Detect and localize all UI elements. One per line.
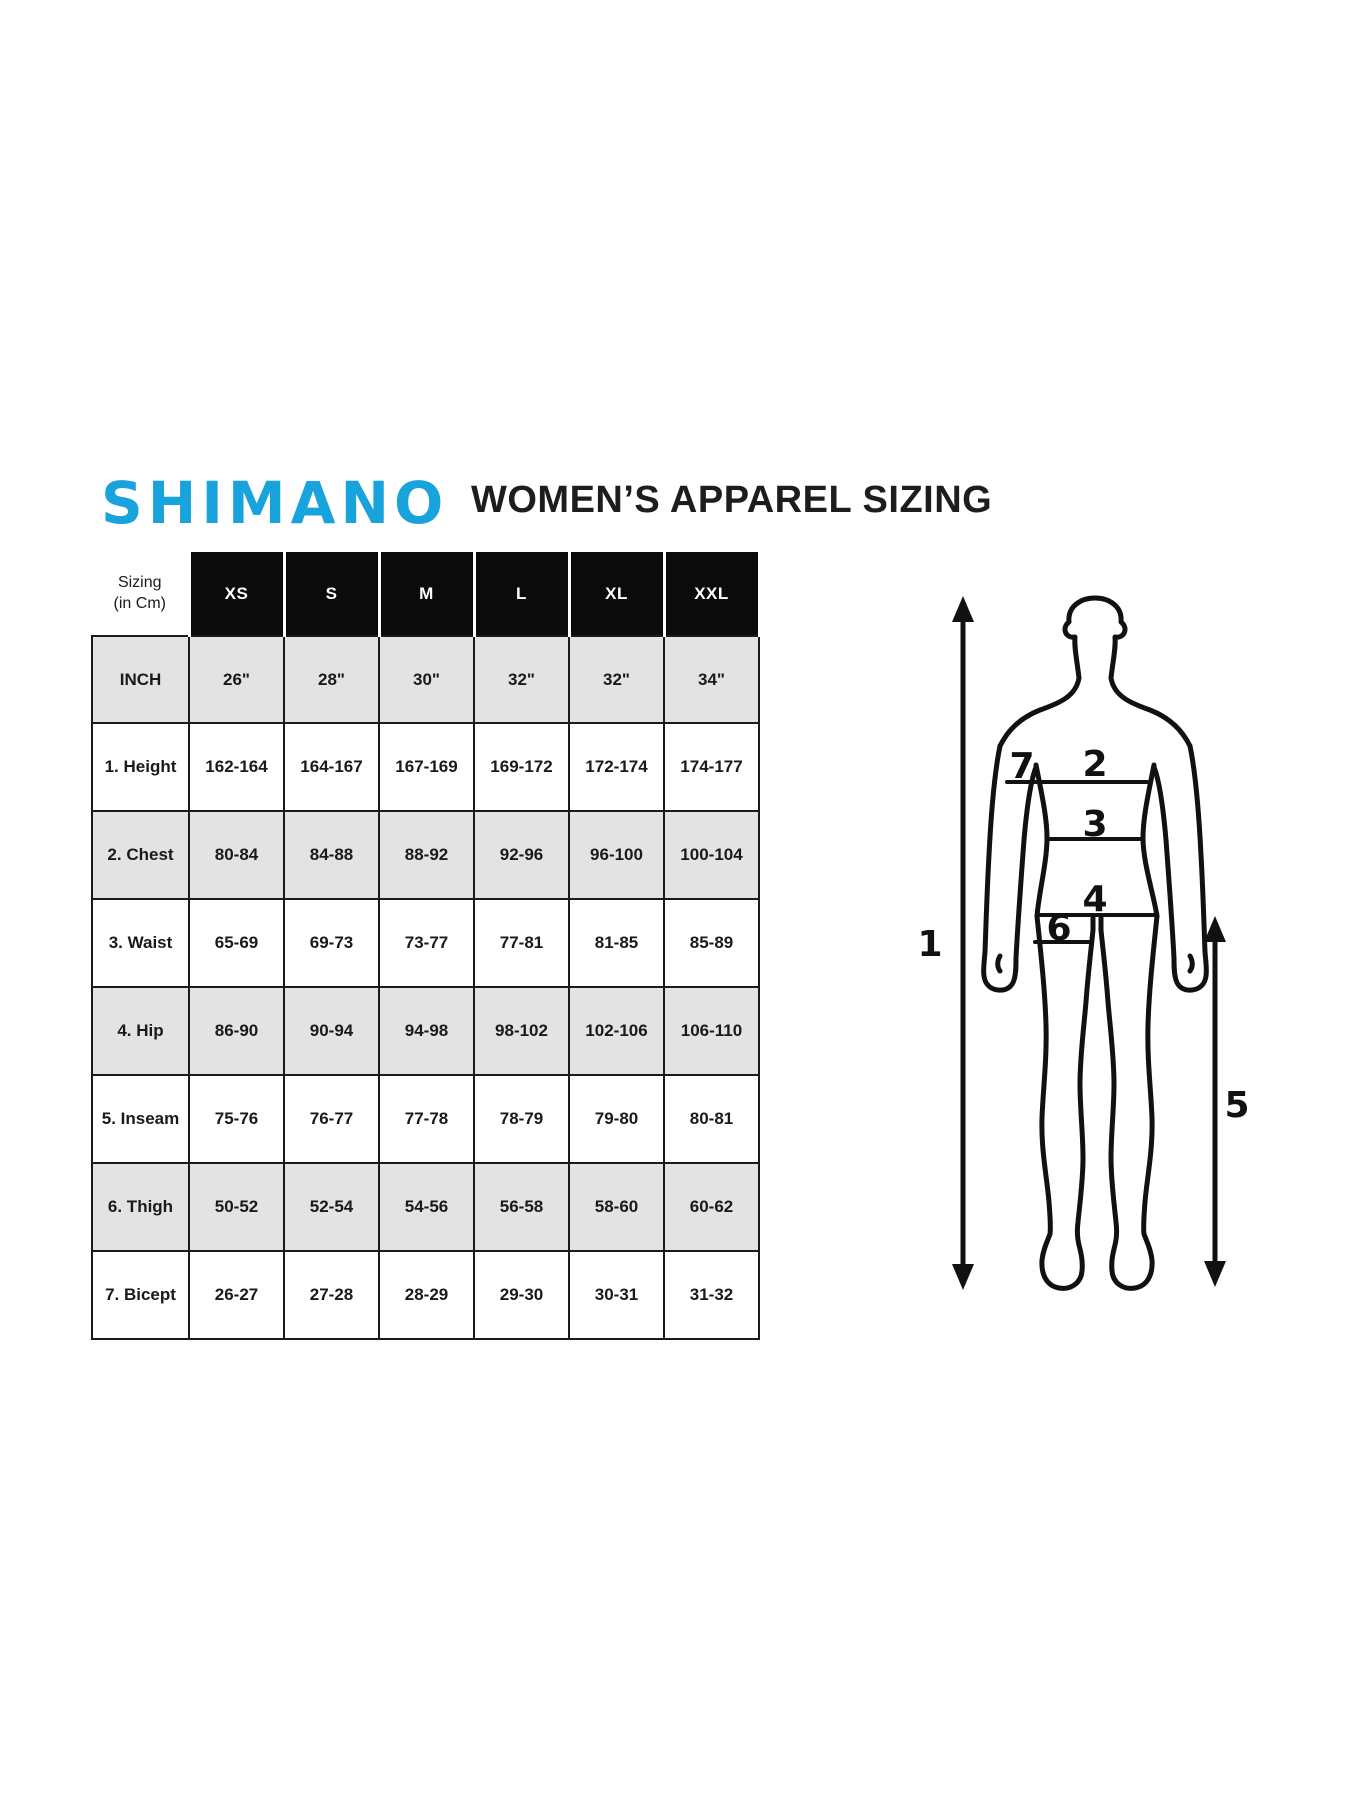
row-label: 4. Hip [91,986,190,1076]
size-value-cell: 29-30 [473,1250,570,1340]
size-value-cell: 162-164 [188,722,285,812]
size-value-cell: 94-98 [378,986,475,1076]
height-arrow [952,596,974,1290]
size-value-cell: 88-92 [378,810,475,900]
size-value-cell: 65-69 [188,898,285,988]
size-value-cell: 77-78 [378,1074,475,1164]
table-row-inch: INCH 26" 28" 30" 32" 32" 34" [91,635,760,724]
size-value-cell: 85-89 [663,898,760,988]
size-value-cell: 31-32 [663,1250,760,1340]
corner-label-line2: (in Cm) [113,594,166,612]
table-row-hip: 4. Hip 86-90 90-94 94-98 98-102 102-106 … [91,986,760,1076]
size-value-cell: 81-85 [568,898,665,988]
row-label: INCH [91,635,190,724]
size-value-cell: 76-77 [283,1074,380,1164]
corner-label: Sizing (in Cm) [92,552,189,636]
size-value-cell: 172-174 [568,722,665,812]
size-value-cell: 56-58 [473,1162,570,1252]
size-value-cell: 164-167 [283,722,380,812]
size-header-m: M [377,552,476,636]
size-value-cell: 106-110 [663,986,760,1076]
measure-label-waist: 3 [1082,804,1107,845]
table-row-chest: 2. Chest 80-84 84-88 88-92 92-96 96-100 … [91,810,760,900]
arrow-down-icon [952,1264,974,1290]
size-value-cell: 30-31 [568,1250,665,1340]
size-value-cell: 174-177 [663,722,760,812]
size-value-cell: 28-29 [378,1250,475,1340]
size-value-cell: 77-81 [473,898,570,988]
measure-label-inseam: 5 [1224,1085,1249,1126]
arrow-up-icon [952,596,974,622]
size-value-cell: 100-104 [663,810,760,900]
table-row-thigh: 6. Thigh 50-52 52-54 54-56 56-58 58-60 6… [91,1162,760,1252]
measure-label-bicep: 7 [1009,746,1034,787]
size-value-cell: 69-73 [283,898,380,988]
size-table: Sizing (in Cm) XS S M L XL XXL INCH 26" … [91,552,761,1340]
size-value-cell: 60-62 [663,1162,760,1252]
measure-label-height: 1 [917,924,942,965]
measure-lines [1005,780,1159,944]
table-row-waist: 3. Waist 65-69 69-73 73-77 77-81 81-85 8… [91,898,760,988]
size-value-cell: 96-100 [568,810,665,900]
size-header-row: Sizing (in Cm) XS S M L XL XXL [92,552,761,636]
size-value-cell: 79-80 [568,1074,665,1164]
measure-label-thigh: 6 [1046,908,1071,949]
table-row-inseam: 5. Inseam 75-76 76-77 77-78 78-79 79-80 … [91,1074,760,1164]
size-value-cell: 169-172 [473,722,570,812]
row-label: 1. Height [91,722,190,812]
size-value-cell: 102-106 [568,986,665,1076]
size-value-cell: 80-81 [663,1074,760,1164]
row-label: 3. Waist [91,898,190,988]
size-value-cell: 26-27 [188,1250,285,1340]
size-value-cell: 86-90 [188,986,285,1076]
size-header-xs: XS [187,552,286,636]
size-value-cell: 84-88 [283,810,380,900]
arrow-down-icon [1204,1261,1226,1287]
size-value-cell: 32" [473,635,570,724]
size-value-cell: 80-84 [188,810,285,900]
body-measurement-diagram: 1 2 3 4 5 6 7 [917,595,1250,1291]
table-row-bicept: 7. Bicept 26-27 27-28 28-29 29-30 30-31 … [91,1250,760,1340]
arrow-up-icon [1204,916,1226,942]
row-label: 7. Bicept [91,1250,190,1340]
measure-label-hip: 4 [1082,879,1107,920]
shimano-logo: SHIMANO [101,469,449,537]
size-header-xl: XL [567,552,666,636]
size-value-cell: 50-52 [188,1162,285,1252]
size-value-cell: 34" [663,635,760,724]
size-value-cell: 78-79 [473,1074,570,1164]
row-label: 2. Chest [91,810,190,900]
table-row-height: 1. Height 162-164 164-167 167-169 169-17… [91,722,760,812]
size-value-cell: 73-77 [378,898,475,988]
size-header-xxl: XXL [662,552,761,636]
page-title: WOMEN’S APPAREL SIZING [471,479,993,521]
corner-label-line1: Sizing [117,573,162,591]
row-label: 5. Inseam [91,1074,190,1164]
body-outline [981,595,1209,1291]
size-value-cell: 32" [568,635,665,724]
size-value-cell: 26" [188,635,285,724]
size-value-cell: 92-96 [473,810,570,900]
size-value-cell: 90-94 [283,986,380,1076]
size-header-l: L [472,552,571,636]
size-value-cell: 98-102 [473,986,570,1076]
inseam-arrow [1204,916,1226,1287]
size-value-cell: 28" [283,635,380,724]
size-header-s: S [282,552,381,636]
size-value-cell: 27-28 [283,1250,380,1340]
size-value-cell: 167-169 [378,722,475,812]
measure-label-chest: 2 [1082,744,1107,785]
row-label: 6. Thigh [91,1162,190,1252]
size-value-cell: 58-60 [568,1162,665,1252]
size-value-cell: 54-56 [378,1162,475,1252]
size-value-cell: 52-54 [283,1162,380,1252]
size-value-cell: 75-76 [188,1074,285,1164]
size-value-cell: 30" [378,635,475,724]
